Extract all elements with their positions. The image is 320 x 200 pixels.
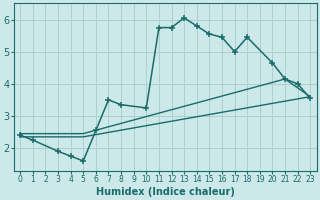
X-axis label: Humidex (Indice chaleur): Humidex (Indice chaleur) xyxy=(96,187,235,197)
